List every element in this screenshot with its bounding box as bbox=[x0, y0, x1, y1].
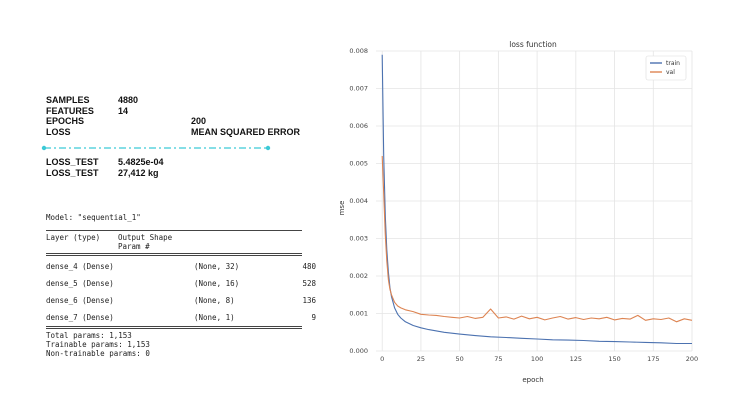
loss-chart-svg: loss function 0 25 50 75 100 125 150 175 200 0.00… bbox=[338, 40, 698, 384]
layer-name: dense_7 (Dense) bbox=[46, 313, 114, 322]
x-tick-label: 100 bbox=[531, 355, 543, 363]
legend-label: train bbox=[666, 60, 680, 67]
stat-value: 14 bbox=[118, 105, 129, 116]
x-tick-label: 75 bbox=[494, 355, 502, 363]
y-tick-label: 0.003 bbox=[349, 235, 368, 243]
dashed-divider bbox=[41, 141, 316, 155]
x-tick-label: 125 bbox=[570, 355, 582, 363]
stat-key: EPOCHS bbox=[46, 116, 85, 126]
y-tick-label: 0.008 bbox=[349, 47, 368, 55]
layer-row: dense_7 (Dense) (None, 1) 9 bbox=[46, 313, 316, 322]
stat-row-epochs: EPOCHS 200 bbox=[46, 116, 316, 127]
x-tick-label: 200 bbox=[686, 355, 698, 363]
layer-row: dense_4 (Dense) (None, 32) 480 bbox=[46, 262, 316, 271]
y-tick-label: 0.007 bbox=[349, 85, 368, 93]
layer-params: 136 bbox=[302, 296, 316, 305]
stat-key: FEATURES bbox=[46, 105, 94, 116]
layer-shape: (None, 16) bbox=[194, 279, 240, 288]
stat-row-samples: SAMPLES 4880 bbox=[46, 95, 316, 106]
stat-value: 4880 bbox=[118, 95, 139, 105]
stat-row-loss-test: LOSS_TEST 5.4825e-04 bbox=[46, 157, 316, 168]
x-tick-label: 0 bbox=[380, 355, 384, 363]
y-tick-label: 0.005 bbox=[349, 160, 368, 168]
layer-params: 480 bbox=[302, 262, 316, 271]
layer-shape: (None, 32) bbox=[194, 262, 240, 271]
x-tick-label: 25 bbox=[417, 355, 425, 363]
total-params: Total params: 1,153 bbox=[46, 331, 132, 340]
stat-row-loss-test-kg: LOSS_TEST 27,412 kg bbox=[46, 168, 316, 179]
y-axis-label: mse bbox=[338, 201, 346, 216]
x-tick-label: 150 bbox=[608, 355, 620, 363]
layer-row: dense_6 (Dense) (None, 8) 136 bbox=[46, 296, 316, 305]
chart-legend: train val bbox=[645, 55, 687, 81]
stat-value: 5.4825e-04 bbox=[118, 157, 164, 167]
model-summary: Model: "sequential_1" Layer (type) Outpu… bbox=[46, 213, 326, 358]
stat-row-features: FEATURES 14 bbox=[46, 106, 316, 117]
y-tick-label: 0.004 bbox=[349, 197, 368, 205]
layer-name: dense_6 (Dense) bbox=[46, 296, 114, 305]
trainable-params: Trainable params: 1,153 bbox=[46, 340, 150, 349]
stat-key: LOSS_TEST bbox=[46, 167, 99, 178]
layer-params: 9 bbox=[311, 313, 316, 322]
chart-title: loss function bbox=[509, 40, 557, 49]
summary-header: Layer (type) Output Shape Param # bbox=[46, 233, 316, 251]
summary-rule-double bbox=[46, 326, 302, 329]
y-tick-label: 0.002 bbox=[349, 272, 368, 280]
header-layer: Layer (type) bbox=[46, 233, 101, 242]
layer-shape: (None, 1) bbox=[194, 313, 235, 322]
x-axis-label: epoch bbox=[522, 376, 543, 384]
header-shape: Output Shape bbox=[118, 233, 173, 242]
y-tick-label: 0.006 bbox=[349, 122, 368, 130]
stat-value: 27,412 kg bbox=[118, 167, 159, 178]
metrics-panel: SAMPLES 4880 FEATURES 14 EPOCHS 200 LOSS… bbox=[41, 95, 316, 179]
summary-rule-double bbox=[46, 253, 302, 256]
non-trainable-params: Non-trainable params: 0 bbox=[46, 349, 150, 358]
layer-params: 528 bbox=[302, 279, 316, 288]
x-tick-label: 175 bbox=[647, 355, 659, 363]
y-tick-label: 0.001 bbox=[349, 310, 368, 318]
series-line-val bbox=[381, 155, 693, 323]
model-name: Model: "sequential_1" bbox=[46, 213, 141, 222]
legend-box bbox=[645, 55, 687, 81]
summary-rule bbox=[46, 230, 302, 231]
stat-value: 200 bbox=[191, 116, 207, 126]
layer-name: dense_5 (Dense) bbox=[46, 279, 114, 288]
header-params: Param # bbox=[118, 242, 150, 251]
legend-label: val bbox=[666, 69, 675, 76]
layer-row: dense_5 (Dense) (None, 16) 528 bbox=[46, 279, 316, 288]
stat-key: LOSS bbox=[46, 126, 71, 137]
y-tick-label: 0.000 bbox=[349, 347, 368, 355]
x-tick-label: 50 bbox=[456, 355, 464, 363]
stat-value: MEAN SQUARED ERROR bbox=[191, 126, 301, 137]
layer-name: dense_4 (Dense) bbox=[46, 262, 114, 271]
stat-key: SAMPLES bbox=[46, 95, 90, 105]
stat-key: LOSS_TEST bbox=[46, 157, 99, 167]
stat-row-loss: LOSS MEAN SQUARED ERROR bbox=[46, 127, 316, 138]
loss-chart: loss function 0 25 50 75 100 125 150 175 200 0.00… bbox=[330, 38, 710, 393]
layer-shape: (None, 8) bbox=[194, 296, 235, 305]
